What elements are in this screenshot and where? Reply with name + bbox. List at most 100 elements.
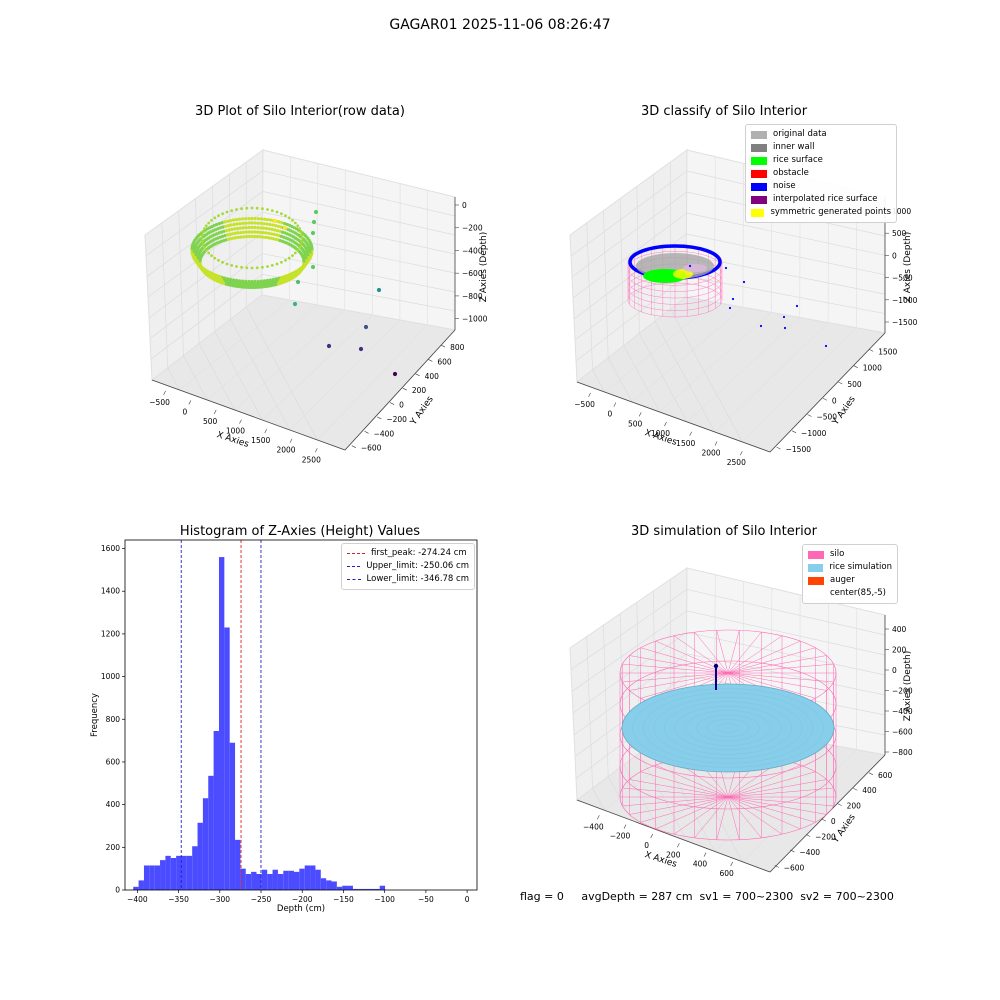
data-point	[232, 222, 236, 227]
x-tick-label: −50	[418, 895, 434, 904]
y-tick-label: 1200	[101, 629, 120, 638]
x-tick-label: 2500	[727, 458, 746, 467]
histogram-bar	[133, 886, 139, 890]
histogram-bar	[358, 888, 364, 890]
data-point	[276, 224, 280, 228]
gridline	[571, 610, 886, 692]
data-point	[225, 229, 229, 233]
y-tick-label: 1000	[101, 672, 120, 681]
data-point	[266, 284, 270, 288]
x-tick	[613, 402, 617, 407]
data-point	[258, 230, 262, 234]
data-point	[275, 210, 279, 214]
data-point	[265, 218, 270, 222]
data-point	[274, 224, 278, 228]
histogram-bar	[192, 846, 198, 890]
silo-roof-line	[727, 672, 827, 691]
data-point	[213, 228, 218, 232]
histogram-bar	[165, 855, 171, 890]
data-point	[283, 222, 287, 226]
data-point	[203, 227, 206, 231]
x-tick-label: 1500	[251, 436, 270, 445]
x-tick-label: −350	[168, 895, 189, 904]
histogram-bar	[160, 860, 166, 890]
data-point	[261, 231, 265, 235]
data-point	[236, 285, 241, 289]
x-axis-line	[151, 379, 346, 451]
gridline	[603, 210, 633, 403]
gridline	[289, 183, 401, 431]
data-point	[226, 224, 230, 228]
plot-frame	[124, 539, 478, 891]
y-tick	[838, 381, 843, 385]
gridline	[317, 190, 428, 441]
histogram-bar	[176, 855, 182, 890]
data-point	[304, 256, 308, 260]
data-point	[239, 231, 243, 235]
y-tick-label: 400	[425, 372, 440, 381]
histogram-bar	[218, 557, 225, 890]
data-point	[280, 230, 285, 234]
gridline	[574, 674, 886, 757]
data-point	[220, 221, 224, 225]
y-tick	[837, 803, 842, 806]
data-point	[228, 232, 232, 236]
data-point	[244, 221, 248, 225]
data-point	[266, 265, 269, 268]
gridline	[245, 162, 318, 441]
histogram-bar	[363, 888, 370, 890]
y-tick	[440, 344, 446, 348]
noise-point	[795, 304, 799, 308]
x-tick-label: 600	[720, 869, 735, 878]
silo-floor-line	[655, 796, 729, 830]
gridline	[653, 174, 716, 433]
data-point	[234, 236, 238, 240]
histogram-bar	[202, 798, 209, 890]
data-point	[236, 235, 241, 239]
data-point	[222, 229, 226, 233]
x-tick	[650, 833, 653, 839]
data-point	[223, 220, 227, 224]
x-tick	[588, 392, 591, 398]
data-point	[225, 262, 229, 266]
data-point	[259, 217, 263, 221]
x-tick-label: 500	[628, 419, 643, 428]
symmetric-points	[673, 269, 693, 279]
x-tick-label: −400	[583, 822, 604, 831]
data-point	[242, 235, 246, 239]
data-point	[247, 221, 251, 225]
legend-swatch	[808, 576, 824, 585]
data-point	[250, 266, 254, 270]
gridline	[150, 273, 456, 360]
x-tick-label: 0	[182, 407, 187, 416]
y-tick	[853, 787, 858, 791]
silo-floor-line	[629, 796, 729, 815]
z-tick-label: −1000	[462, 315, 488, 324]
x-tick-label: 2500	[302, 455, 321, 464]
y-axis-line	[344, 329, 456, 451]
x-tick	[264, 429, 267, 434]
z-tick-label: 0	[892, 251, 897, 260]
x-tick-label: −500	[574, 400, 595, 409]
legend-item: Lower_limit: -346.78 cm	[347, 573, 469, 586]
y-tick-label: 400	[862, 786, 877, 795]
data-point	[229, 283, 233, 287]
silo-floor-line	[673, 796, 729, 835]
data-point	[221, 234, 225, 238]
histogram-bar	[342, 885, 348, 890]
legend-swatch	[751, 182, 767, 191]
legend-line	[347, 579, 361, 580]
silo-roof-line	[727, 663, 834, 674]
data-point	[300, 239, 304, 243]
data-point	[287, 256, 291, 260]
data-point	[230, 209, 234, 213]
histogram-bar	[310, 865, 316, 890]
data-point	[247, 285, 251, 290]
data-point	[263, 235, 268, 239]
data-point	[250, 225, 254, 230]
silo-floor-line	[727, 796, 762, 839]
data-point	[217, 258, 220, 262]
data-point	[244, 217, 248, 221]
histogram-bar	[277, 873, 284, 890]
